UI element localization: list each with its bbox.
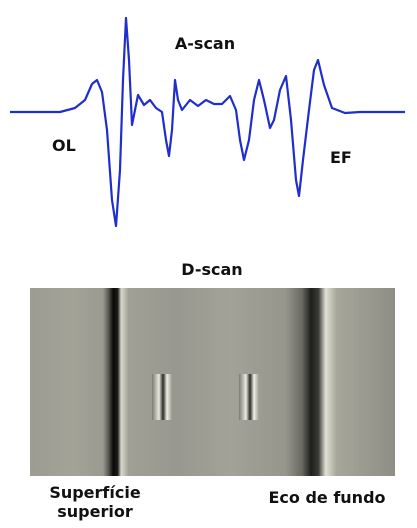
d-scan-left-label: superior bbox=[57, 502, 133, 521]
a-scan-right-label: EF bbox=[330, 148, 352, 167]
d-scan-title: D-scan bbox=[181, 260, 242, 279]
d-scan-right-label: Eco de fundo bbox=[268, 488, 385, 507]
d-scan-flaw bbox=[239, 374, 259, 420]
d-scan-flaw bbox=[152, 374, 172, 420]
d-scan-image bbox=[30, 288, 395, 476]
a-scan-title: A-scan bbox=[175, 34, 235, 53]
a-scan-left-label: OL bbox=[52, 136, 76, 155]
diagram: A-scan OL EF D-scan Superfície superior … bbox=[0, 0, 417, 528]
d-scan-left-label: Superfície bbox=[49, 483, 141, 502]
